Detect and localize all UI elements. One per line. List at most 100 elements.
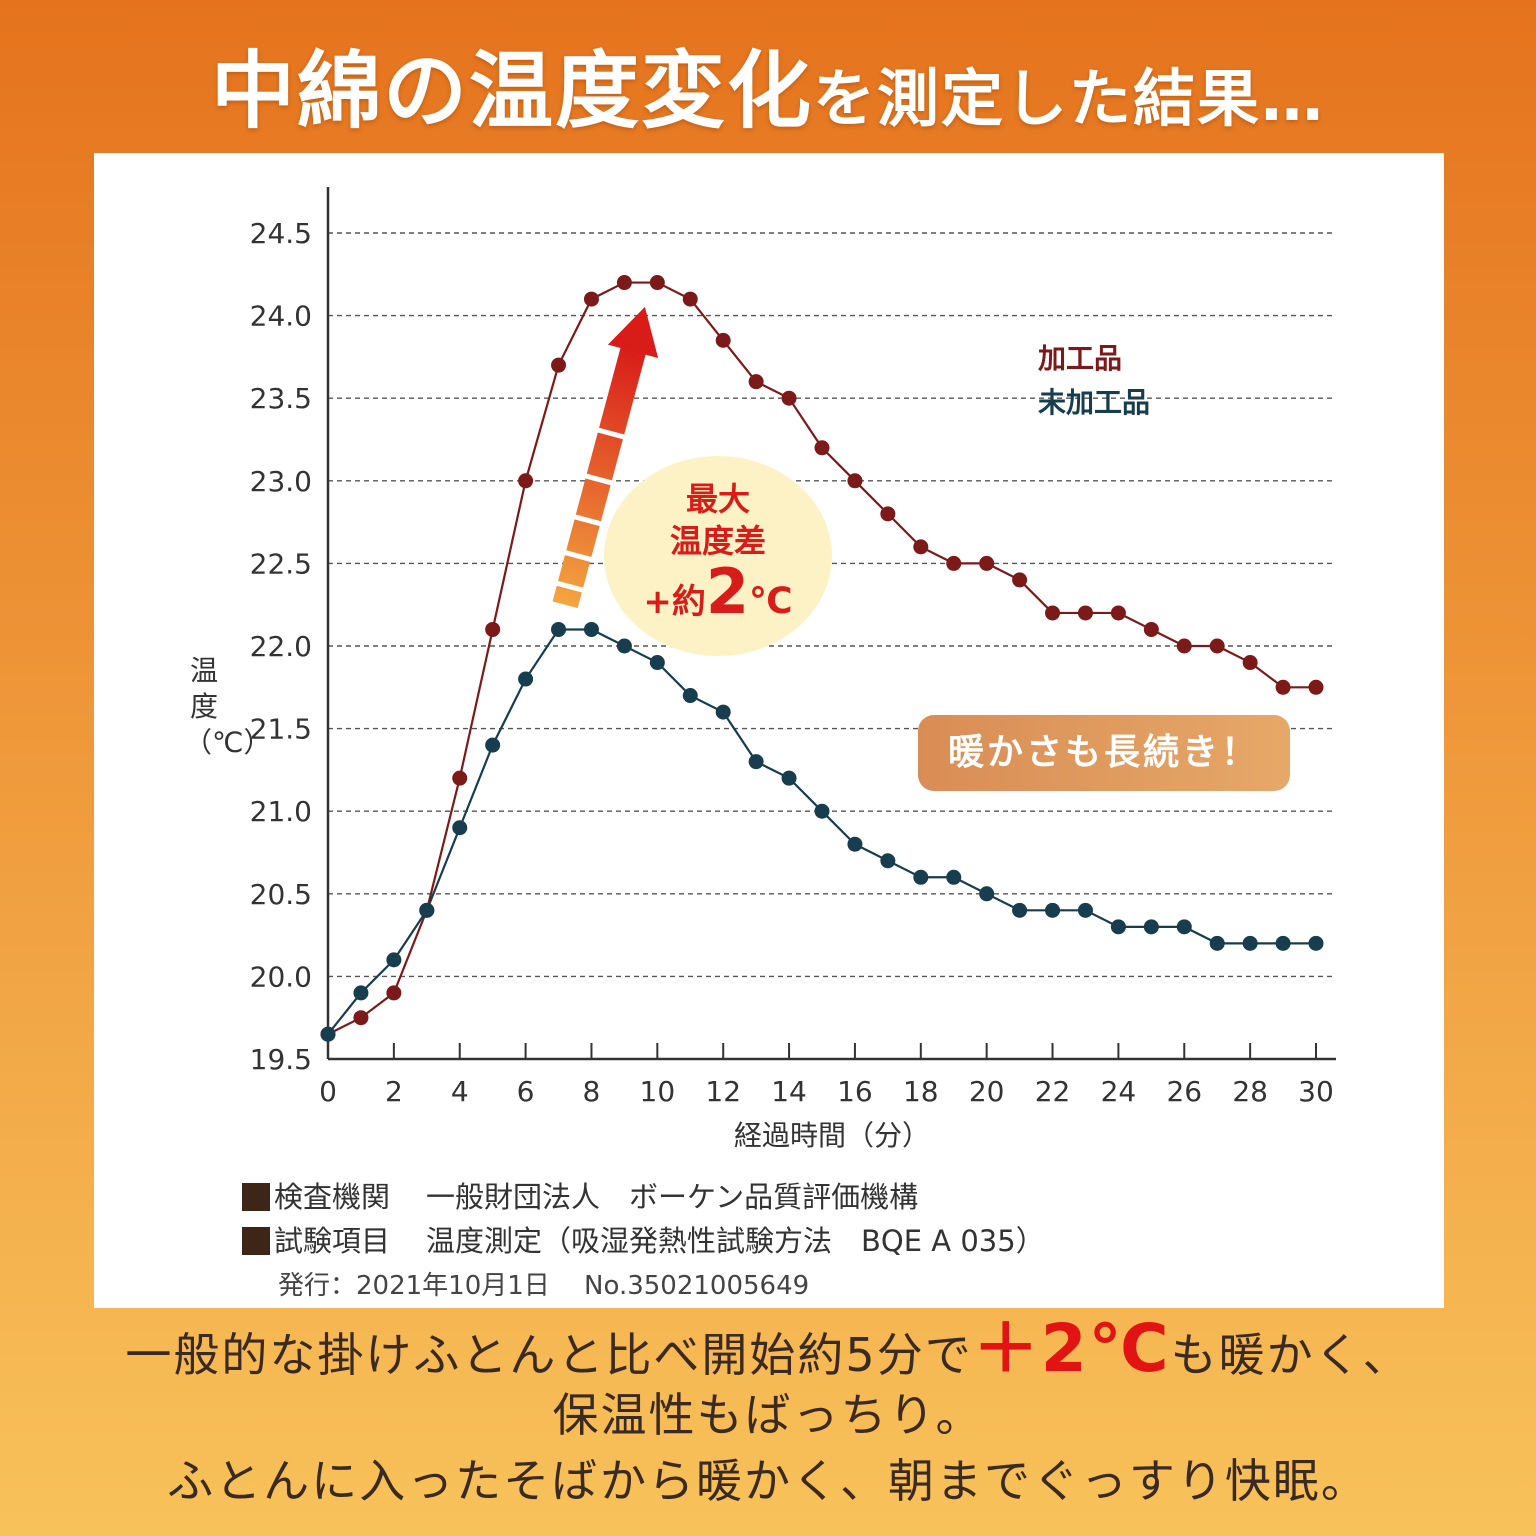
note-item: 試験項目 温度測定（吸湿発熱性試験方法 BQE A 035） (242, 1219, 1045, 1263)
data-point (1143, 919, 1159, 935)
data-point (1308, 935, 1324, 951)
x-axis-label: 経過時間（分） (734, 1119, 930, 1152)
note-org-value: 一般財団法人 ボーケン品質評価機構 (426, 1180, 919, 1214)
headline-main: 中綿の温度変化 (210, 42, 813, 140)
callout-line2: 温度差 (669, 522, 766, 560)
x-tick-label: 6 (517, 1075, 535, 1108)
data-point (649, 655, 665, 671)
data-point (781, 390, 797, 406)
data-point (1176, 638, 1192, 654)
y-axis-label: 温度（℃） (184, 654, 272, 759)
callout-line1: 最大 (685, 480, 750, 518)
data-point (1077, 902, 1093, 918)
footer-line1: 一般的な掛けふとんと比べ開始約5分で＋2℃も暖かく、 (0, 1316, 1536, 1383)
note-issue: 発行：2021年10月1日 No.35021005649 (278, 1271, 810, 1301)
y-tick-label: 24.5 (250, 217, 312, 250)
data-point (715, 332, 731, 348)
data-point (452, 770, 468, 786)
data-point (551, 357, 567, 373)
data-point (847, 836, 863, 852)
data-point (1275, 935, 1291, 951)
footer-line1-pre: 一般的な掛けふとんと比べ開始約5分で (125, 1328, 973, 1382)
y-tick-label: 19.5 (250, 1043, 312, 1076)
data-point (781, 770, 797, 786)
callout-number: 2 (705, 555, 750, 628)
data-point (814, 803, 830, 819)
data-point (452, 820, 468, 836)
x-tick-label: 30 (1298, 1075, 1334, 1108)
data-point (1012, 572, 1028, 588)
warmth-badge: 暖かさも長続き！ (918, 715, 1290, 791)
footer-copy: 一般的な掛けふとんと比べ開始約5分で＋2℃も暖かく、 保温性もばっちり。 ふとん… (0, 1316, 1536, 1514)
y-tick-label: 23.5 (250, 382, 312, 415)
legend: 加工品 未加工品 (1038, 337, 1150, 425)
y-tick-label: 22.0 (250, 630, 312, 663)
data-point (1110, 919, 1126, 935)
data-point (1077, 605, 1093, 621)
x-tick-label: 16 (837, 1075, 873, 1108)
x-tick-label: 26 (1166, 1075, 1202, 1108)
data-point (485, 621, 501, 637)
legend-unprocessed: 未加工品 (1038, 386, 1151, 419)
y-tick-label: 20.5 (250, 878, 312, 911)
series-line-2 (327, 628, 1316, 1035)
callout-value: +約2℃ (604, 561, 832, 632)
note-item-label: 試験項目 (274, 1224, 391, 1258)
temperature-chart: 19.5 20.0 20.5 21.0 21.5 22.0 22.5 23.0 23.5 24.0… (250, 187, 1336, 1152)
data-point (551, 621, 567, 637)
headline-sub: を測定した結果… (813, 62, 1326, 135)
data-point (518, 671, 534, 687)
data-point (386, 952, 402, 968)
rise-arrow-gap (572, 514, 603, 527)
data-point (913, 539, 929, 555)
data-point (1242, 935, 1258, 951)
data-point (748, 754, 764, 770)
rise-arrow-gap (554, 580, 586, 593)
x-tick-label: 14 (771, 1075, 807, 1108)
legend-processed: 加工品 (1038, 342, 1123, 375)
x-tick-label: 2 (385, 1075, 403, 1108)
data-point (583, 291, 599, 307)
data-point (320, 1026, 336, 1042)
data-point (1176, 919, 1192, 935)
x-tick-label: 12 (705, 1075, 741, 1108)
rise-arrow-head (607, 306, 659, 359)
rise-arrow-gap (583, 473, 614, 486)
max-diff-callout: 最大 温度差 +約2℃ (604, 456, 832, 656)
y-tick-label: 22.5 (250, 547, 312, 580)
footer-highlight: ＋2℃ (972, 1310, 1171, 1387)
data-point (814, 440, 830, 456)
data-point (1308, 679, 1324, 695)
x-tick-label: 8 (583, 1075, 601, 1108)
data-point (616, 275, 632, 291)
data-point (583, 621, 599, 637)
x-tick-label: 4 (451, 1075, 469, 1108)
x-tick-label: 0 (319, 1075, 337, 1108)
data-point (485, 737, 501, 753)
data-point (1275, 679, 1291, 695)
data-point (1209, 935, 1225, 951)
note-item-value: 温度測定（吸湿発熱性試験方法 BQE A 035） (426, 1224, 1045, 1258)
data-point (518, 473, 534, 489)
data-point (1143, 621, 1159, 637)
footer-line1-post: も暖かく、 (1170, 1328, 1411, 1382)
data-point (1045, 605, 1061, 621)
rise-arrow-gap (595, 427, 627, 440)
data-point (715, 704, 731, 720)
data-point (682, 291, 698, 307)
x-tick-label: 20 (969, 1075, 1005, 1108)
rise-arrow-icon (552, 306, 659, 609)
data-point (386, 985, 402, 1001)
data-point (1110, 605, 1126, 621)
data-point (946, 555, 962, 571)
square-bullet-icon (242, 1183, 270, 1211)
data-point (880, 506, 896, 522)
data-point (913, 869, 929, 885)
x-tick-label: 22 (1035, 1075, 1071, 1108)
data-point (748, 374, 764, 390)
x-tick-label: 10 (640, 1075, 676, 1108)
data-point (1242, 655, 1258, 671)
y-tick-label: 23.0 (250, 465, 312, 498)
data-point (979, 886, 995, 902)
data-point (682, 688, 698, 704)
